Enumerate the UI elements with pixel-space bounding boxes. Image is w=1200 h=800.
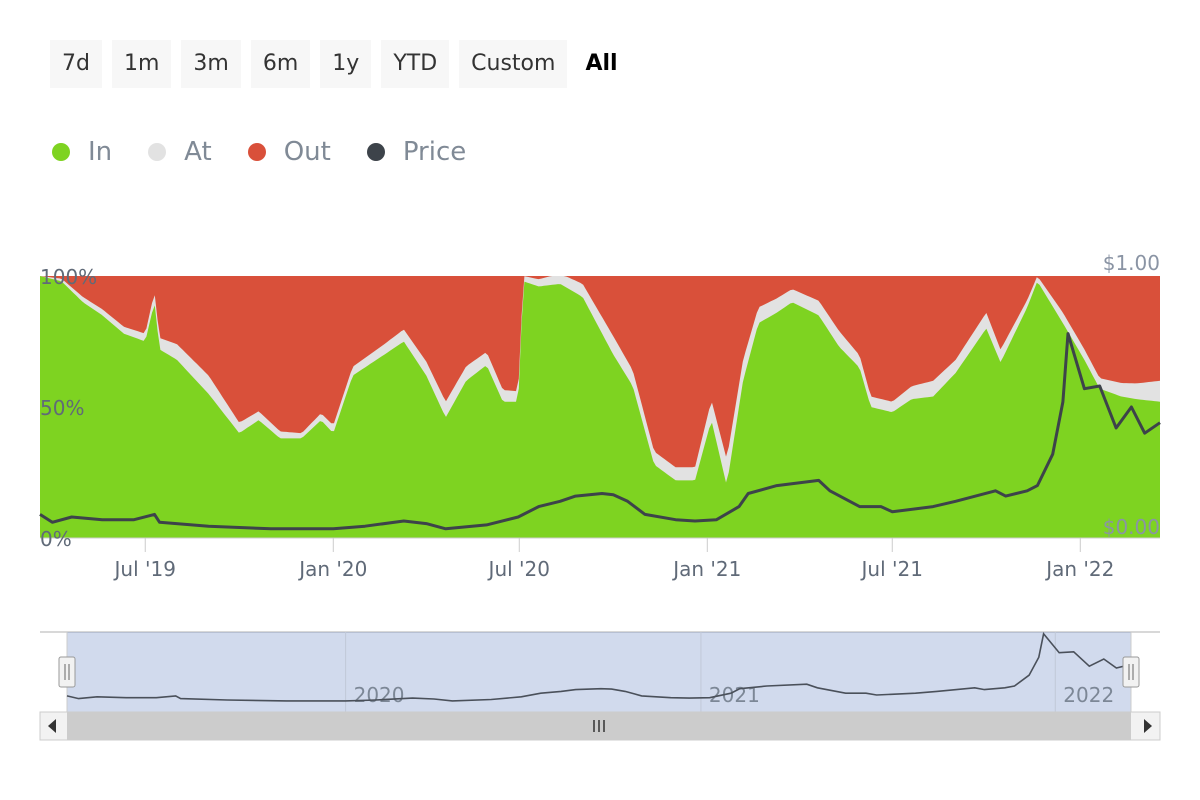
range-button-1y[interactable]: 1y — [320, 40, 372, 88]
navigator-left-handle[interactable] — [58, 656, 76, 688]
range-button-6m[interactable]: 6m — [250, 40, 311, 88]
navigator-right-handle[interactable] — [1122, 656, 1140, 688]
navigator: 2020 2021 2022 — [40, 631, 1160, 712]
legend-dot-icon — [52, 143, 70, 161]
series-price-line — [39, 332, 1161, 531]
legend-dot-icon — [148, 143, 167, 161]
legend-item-at[interactable]: At — [148, 137, 212, 167]
legend-label: Price — [402, 137, 467, 167]
legend-dot-icon — [247, 143, 266, 161]
range-button-custom[interactable]: Custom — [459, 40, 568, 88]
legend-item-in[interactable]: In — [52, 137, 112, 167]
y-right-tick-label: $0.00 — [1103, 515, 1160, 539]
x-tick-label: Jan '20 — [297, 557, 367, 581]
legend-label: In — [88, 137, 113, 167]
y-axis-left: 0% 50% 100% — [40, 265, 97, 551]
range-button-1m[interactable]: 1m — [111, 40, 172, 88]
chart-legend: In At Out Price — [52, 130, 502, 174]
x-axis: Jul '19 Jan '20 Jul '20 Jan '21 Jul '21 Jan '… — [40, 537, 1160, 581]
navigator-price-line — [66, 632, 1132, 702]
main-plot — [39, 276, 1161, 538]
legend-item-out[interactable]: Out — [247, 137, 331, 167]
navigator-selection[interactable] — [67, 632, 1131, 712]
range-button-3m[interactable]: 3m — [181, 40, 241, 88]
x-tick-label: Jul '19 — [113, 557, 176, 581]
navigator-year-label: 2021 — [709, 683, 760, 707]
navigator-year-label: 2020 — [354, 683, 405, 707]
y-left-tick-label: 0% — [40, 527, 72, 551]
legend-label: At — [184, 137, 212, 167]
navigator-year-label: 2022 — [1063, 683, 1114, 707]
series-in-area — [40, 276, 1160, 538]
y-right-tick-label: $1.00 — [1103, 251, 1160, 275]
y-left-tick-label: 100% — [40, 265, 97, 289]
scroll-right-arrow-icon[interactable] — [1144, 719, 1152, 733]
legend-dot-icon — [366, 143, 385, 161]
range-selector: 7d 1m 3m 6m 1y YTD Custom All — [50, 40, 636, 88]
legend-item-price[interactable]: Price — [366, 137, 467, 167]
scrollbar — [39, 711, 1161, 741]
range-button-7d[interactable]: 7d — [50, 40, 102, 88]
legend-label: Out — [283, 137, 331, 167]
y-axis-right: $0.00 $1.00 — [1103, 251, 1160, 539]
x-tick-label: Jan '22 — [1044, 557, 1114, 581]
x-tick-label: Jul '21 — [860, 557, 923, 581]
scroll-left-arrow-icon[interactable] — [48, 719, 56, 733]
range-button-ytd[interactable]: YTD — [381, 40, 450, 88]
range-button-all[interactable]: All — [585, 51, 618, 76]
x-tick-label: Jul '20 — [487, 557, 550, 581]
x-tick-label: Jan '21 — [671, 557, 741, 581]
y-left-tick-label: 50% — [40, 396, 84, 420]
